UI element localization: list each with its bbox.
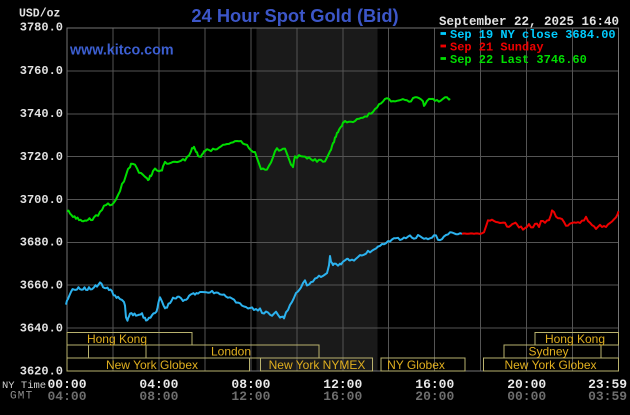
svg-text:London: London <box>211 345 251 359</box>
svg-text:3640.0: 3640.0 <box>20 321 63 335</box>
svg-text:08:00: 08:00 <box>139 389 178 404</box>
svg-text:New York Globex: New York Globex <box>504 358 596 372</box>
svg-text:Sep 21 Sunday: Sep 21 Sunday <box>450 40 544 54</box>
svg-text:Sydney: Sydney <box>528 345 568 359</box>
svg-text:00:00: 00:00 <box>507 389 546 404</box>
svg-text:03:59: 03:59 <box>588 389 627 404</box>
svg-text:3740.0: 3740.0 <box>20 107 63 121</box>
svg-text:08:00: 08:00 <box>231 377 270 392</box>
svg-text:New York Globex: New York Globex <box>106 358 198 372</box>
svg-text:16:00: 16:00 <box>415 377 454 392</box>
svg-text:24 Hour Spot Gold (Bid): 24 Hour Spot Gold (Bid) <box>191 5 398 26</box>
svg-text:New York NYMEX: New York NYMEX <box>269 358 366 372</box>
svg-text:12:00: 12:00 <box>323 377 362 392</box>
svg-text:3760.0: 3760.0 <box>20 64 63 78</box>
svg-text:NY Globex: NY Globex <box>387 358 445 372</box>
svg-text:3680.0: 3680.0 <box>20 236 63 250</box>
svg-text:3700.0: 3700.0 <box>20 193 63 207</box>
svg-text:00:00: 00:00 <box>47 377 86 392</box>
svg-text:NY Time: NY Time <box>2 380 46 392</box>
svg-text:Hong Kong: Hong Kong <box>545 332 605 346</box>
svg-text:20:00: 20:00 <box>507 377 546 392</box>
svg-text:3780.0: 3780.0 <box>20 20 63 34</box>
svg-text:04:00: 04:00 <box>139 377 178 392</box>
svg-text:20:00: 20:00 <box>415 389 454 404</box>
svg-text:Sep 22 Last 3746.60: Sep 22 Last 3746.60 <box>450 53 587 67</box>
svg-text:September 22, 2025 16:40: September 22, 2025 16:40 <box>439 15 619 29</box>
svg-text:USD/oz: USD/oz <box>19 8 61 21</box>
svg-text:16:00: 16:00 <box>323 389 362 404</box>
svg-text:3620.0: 3620.0 <box>20 364 63 378</box>
svg-text:Hong Kong: Hong Kong <box>87 332 147 346</box>
svg-text:3720.0: 3720.0 <box>20 150 63 164</box>
svg-text:04:00: 04:00 <box>47 389 86 404</box>
svg-text:Sep 19 NY close 3684.00: Sep 19 NY close 3684.00 <box>450 28 616 42</box>
svg-text:3660.0: 3660.0 <box>20 279 63 293</box>
svg-text:23:59: 23:59 <box>588 377 627 392</box>
svg-text:www.kitco.com: www.kitco.com <box>69 43 174 59</box>
svg-text:GMT: GMT <box>10 391 33 403</box>
svg-text:12:00: 12:00 <box>231 389 270 404</box>
